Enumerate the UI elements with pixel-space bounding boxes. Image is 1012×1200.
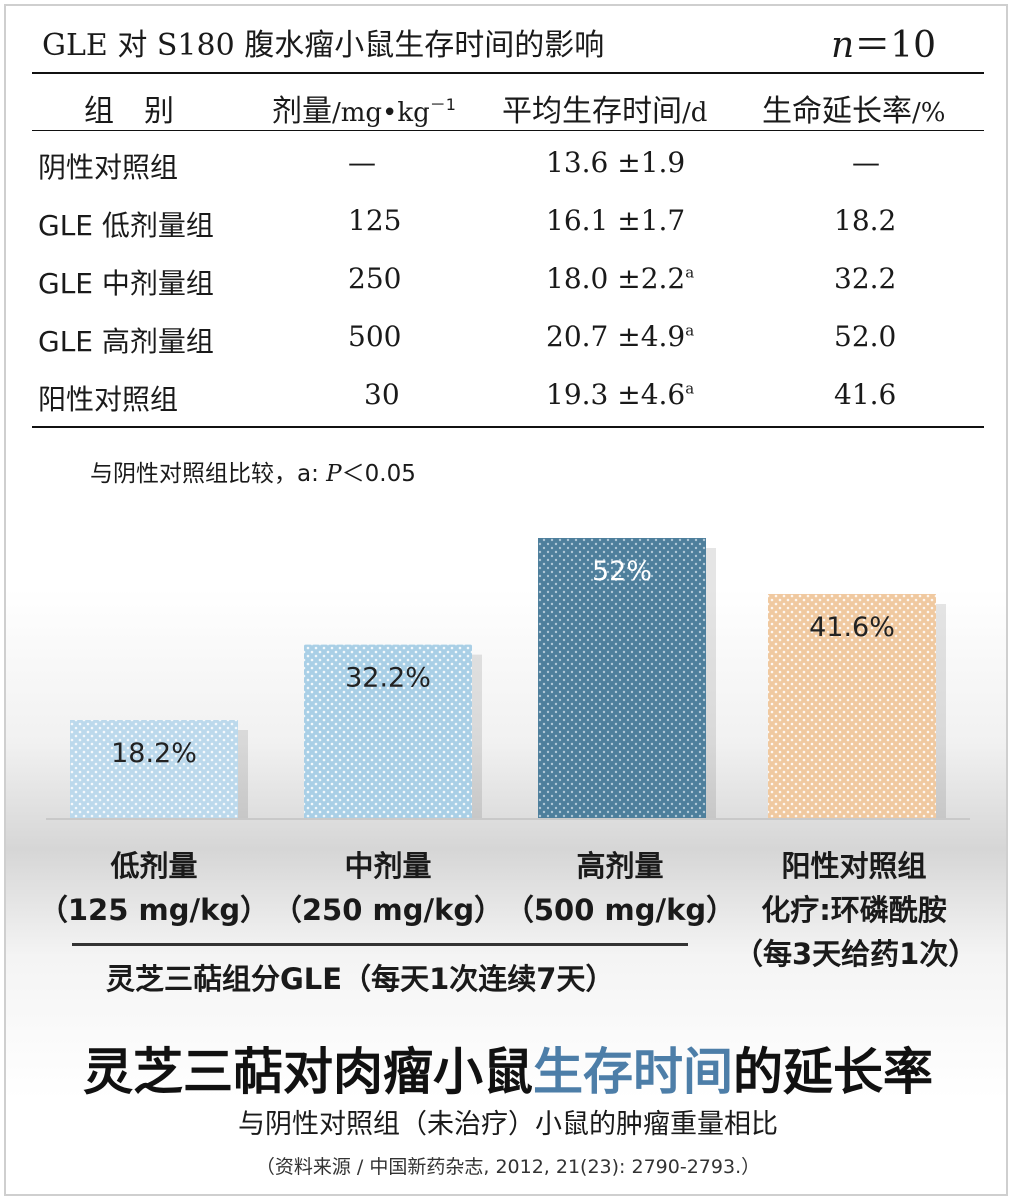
sample-size-label: n — [831, 25, 855, 66]
main-title: 灵芝三萜对肉瘤小鼠生存时间的延长率 — [6, 1032, 1010, 1104]
table-header-rule — [32, 130, 984, 131]
row-dose: 250 — [348, 262, 402, 295]
source-citation: （资料来源 / 中国新药杂志, 2012, 21(23): 2790-2793.… — [255, 1156, 761, 1178]
category-label-high: 高剂量 （500 mg/kg） — [500, 844, 740, 932]
table-bottom-rule — [32, 426, 984, 428]
row-rate: — — [852, 146, 880, 179]
category-label-mid: 中剂量 （250 mg/kg） — [268, 844, 508, 932]
table-top-rule — [32, 72, 984, 74]
bar-positive-texture — [768, 594, 936, 818]
main-title-highlight: 生存时间 — [533, 1043, 733, 1101]
header-dose-exp: －1 — [429, 95, 456, 114]
row-dose: 30 — [364, 378, 400, 411]
row-rate: 18.2 — [834, 204, 897, 237]
row-survival: 16.1 ±1.7 — [546, 204, 685, 237]
footnote-value: ＜0.05 — [341, 461, 416, 487]
category-line: （每3天给药1次） — [734, 937, 978, 971]
row-survival: 19.3 ±4.6a — [546, 378, 694, 411]
header-dose-unit: /mg•kg — [332, 98, 430, 128]
header-dose-text: 剂量 — [272, 94, 332, 129]
header-rate-text: 生命延长率 — [762, 94, 912, 129]
row-survival-value: 20.7 ±4.9 — [546, 320, 686, 353]
category-line: （250 mg/kg） — [272, 893, 504, 927]
table-title: GLE 对 S180 腹水瘤小鼠生存时间的影响 — [42, 28, 605, 63]
bar-high-value-label: 52% — [592, 556, 652, 587]
row-survival: 18.0 ±2.2a — [546, 262, 694, 295]
category-label-low: 低剂量 （125 mg/kg） — [34, 844, 274, 932]
row-survival-value: 18.0 ±2.2 — [546, 262, 686, 295]
header-survival: 平均生存时间/d — [502, 86, 707, 130]
category-line: （125 mg/kg） — [38, 893, 270, 927]
category-line: 化疗:环磷酰胺 — [761, 893, 947, 927]
header-survival-unit: /d — [682, 98, 708, 128]
category-line: （500 mg/kg） — [504, 893, 736, 927]
row-dose: — — [348, 146, 376, 179]
bar-mid-texture — [304, 644, 472, 818]
row-survival: 13.6 ±1.9 — [546, 146, 685, 179]
header-survival-text: 平均生存时间 — [502, 94, 682, 129]
bar-mid-value-label: 32.2% — [345, 663, 431, 694]
category-line: 低剂量 — [110, 849, 198, 883]
row-dose: 125 — [348, 204, 402, 237]
row-rate: 52.0 — [834, 320, 897, 353]
sample-size-value: ＝10 — [854, 25, 936, 66]
main-title-post: 的延长率 — [733, 1043, 933, 1101]
row-group: GLE 低剂量组 — [38, 209, 214, 242]
bar-high-texture — [538, 538, 706, 818]
footnote-p: P — [326, 461, 342, 487]
row-survival: 20.7 ±4.9a — [546, 320, 694, 353]
bar-low-texture — [70, 720, 238, 818]
row-dose: 500 — [348, 320, 402, 353]
header-rate-unit: /% — [912, 98, 946, 128]
header-dose: 剂量/mg•kg－1 — [272, 86, 456, 130]
row-group: GLE 高剂量组 — [38, 325, 214, 358]
category-label-positive: 阳性对照组 化疗:环磷酰胺 （每3天给药1次） — [734, 844, 978, 976]
main-title-pre: 灵芝三萜对肉瘤小鼠 — [83, 1043, 533, 1101]
row-significance-mark: a — [685, 379, 695, 398]
row-survival-value: 19.3 ±4.6 — [546, 378, 686, 411]
bar-chart: 18.2% 32.2% 52% 41.6% — [46, 538, 970, 820]
header-group: 组 别 — [84, 94, 174, 129]
row-survival-value: 16.1 ±1.7 — [546, 204, 686, 237]
category-line: 中剂量 — [344, 849, 432, 883]
infographic-frame: GLE 对 S180 腹水瘤小鼠生存时间的影响 n＝10 组 别 剂量/mg•k… — [4, 4, 1008, 1196]
group-underline — [72, 943, 688, 946]
category-line: 高剂量 — [576, 849, 664, 883]
footnote-text: 与阴性对照组比较，a: — [90, 461, 319, 487]
row-group: 阴性对照组 — [38, 151, 179, 184]
category-line: 阳性对照组 — [781, 849, 927, 883]
row-group: GLE 中剂量组 — [38, 267, 214, 300]
row-survival-value: 13.6 ±1.9 — [546, 146, 686, 179]
row-significance-mark: a — [685, 263, 695, 282]
row-rate: 32.2 — [834, 262, 897, 295]
group-note: 灵芝三萜组分GLE（每天1次连续7天） — [106, 962, 615, 996]
subtitle: 与阴性对照组（未治疗）小鼠的肿瘤重量相比 — [238, 1109, 778, 1140]
row-rate: 41.6 — [834, 378, 897, 411]
row-group: 阳性对照组 — [38, 383, 179, 416]
table-footnote: 与阴性对照组比较，a: P＜0.05 — [90, 454, 416, 488]
sample-size: n＝10 — [831, 16, 936, 68]
bar-positive-value-label: 41.6% — [809, 612, 895, 643]
row-significance-mark: a — [685, 321, 695, 340]
bar-low-value-label: 18.2% — [111, 738, 197, 769]
header-rate: 生命延长率/% — [762, 86, 945, 130]
